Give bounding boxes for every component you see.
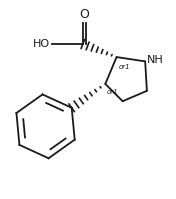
Text: HO: HO — [33, 39, 50, 49]
Text: O: O — [79, 8, 89, 21]
Text: or1: or1 — [107, 89, 119, 95]
Text: or1: or1 — [118, 64, 130, 70]
Text: NH: NH — [147, 55, 164, 65]
